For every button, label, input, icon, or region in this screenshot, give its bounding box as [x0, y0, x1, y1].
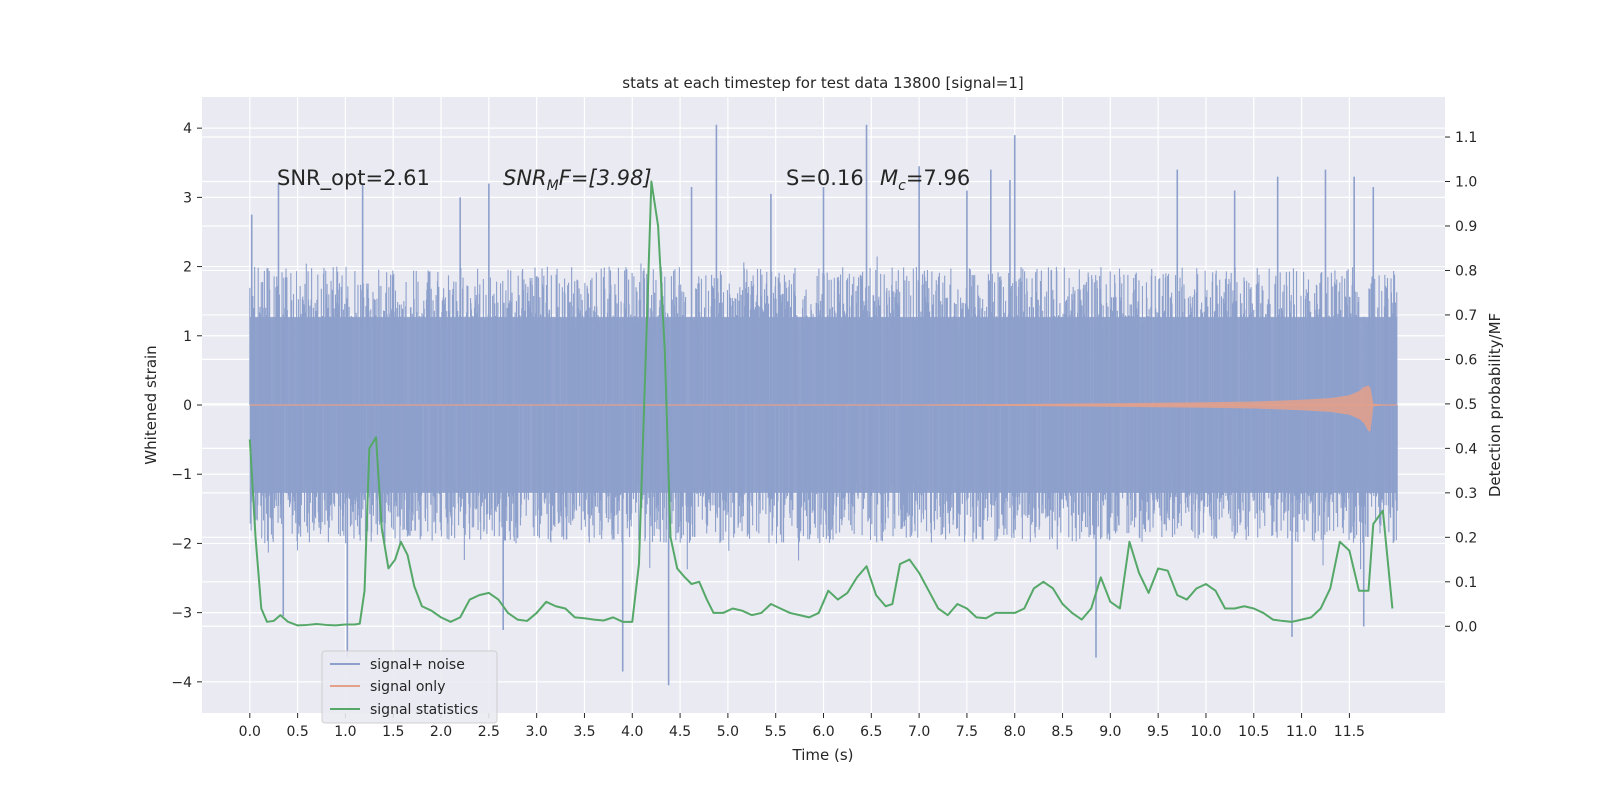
- right-tick-label: 0.9: [1455, 219, 1477, 235]
- left-tick-label: 2: [183, 260, 192, 276]
- x-tick-label: 6.0: [812, 724, 834, 740]
- annotation-snr-mf-sub: M: [547, 178, 559, 194]
- x-axis-ticks: 0.0 0.5 1.0 1.5 2.0 2.5 3.0 3.5 4.0 4.5 5.0 5.5 6.0 6…: [239, 713, 1365, 740]
- chart-title: stats at each timestep for test data 138…: [622, 74, 1023, 92]
- x-tick-label: 10.5: [1238, 724, 1269, 740]
- left-tick-label: 0: [183, 398, 192, 414]
- right-axis-label: Detection probability/MF: [1486, 313, 1504, 497]
- legend: signal+ noise signal only signal statist…: [321, 650, 498, 724]
- signal-noise-trace: [249, 256, 1398, 570]
- left-tick-label: −1: [171, 467, 192, 483]
- annotation-mc: Mc=7.96: [880, 166, 970, 194]
- right-tick-label: 0.7: [1455, 308, 1477, 324]
- x-tick-label: 5.5: [765, 724, 787, 740]
- right-tick-label: 0.0: [1455, 619, 1477, 635]
- right-tick-label: 1.1: [1455, 130, 1477, 146]
- right-axis-ticks: 1.1 1.0 0.9 0.8 0.7 0.6 0.5 0.4 0.3 0.2 0.1 0.0: [1445, 130, 1477, 635]
- x-tick-label: 1.5: [382, 724, 404, 740]
- left-tick-label: −2: [171, 536, 192, 552]
- annotation-mc-base: M: [880, 166, 898, 190]
- x-tick-label: 10.0: [1190, 724, 1221, 740]
- right-tick-label: 0.4: [1455, 441, 1477, 457]
- x-axis-label: Time (s): [792, 746, 854, 764]
- right-tick-label: 0.3: [1455, 486, 1477, 502]
- x-tick-label: 1.0: [334, 724, 356, 740]
- right-tick-label: 0.6: [1455, 352, 1477, 368]
- x-tick-label: 0.5: [286, 724, 308, 740]
- strain-layer: [249, 124, 1398, 686]
- x-tick-label: 7.5: [956, 724, 978, 740]
- legend-label-signal-only: signal only: [370, 679, 445, 695]
- x-tick-label: 8.0: [1004, 724, 1026, 740]
- x-tick-label: 0.0: [239, 724, 261, 740]
- right-tick-label: 0.2: [1455, 530, 1477, 546]
- legend-label-signal-noise: signal+ noise: [370, 657, 465, 673]
- x-tick-label: 6.5: [860, 724, 882, 740]
- left-tick-label: 3: [183, 190, 192, 206]
- annotation-snr-opt: SNR_opt=2.61: [277, 166, 430, 191]
- x-tick-label: 4.5: [669, 724, 691, 740]
- x-tick-label: 5.0: [717, 724, 739, 740]
- x-tick-label: 8.5: [1051, 724, 1073, 740]
- x-tick-label: 2.0: [430, 724, 452, 740]
- annotation-mc-rest: =7.96: [906, 166, 970, 190]
- x-tick-label: 11.0: [1286, 724, 1317, 740]
- left-tick-label: −4: [171, 675, 192, 691]
- x-tick-label: 9.5: [1147, 724, 1169, 740]
- x-tick-label: 7.0: [908, 724, 930, 740]
- stat-layer: [248, 180, 1394, 627]
- legend-label-signal-statistics: signal statistics: [370, 702, 478, 718]
- signal-noise-bursts: [250, 124, 1375, 686]
- right-tick-label: 0.8: [1455, 263, 1477, 279]
- right-tick-label: 0.5: [1455, 397, 1477, 413]
- x-tick-label: 11.5: [1334, 724, 1365, 740]
- x-tick-label: 2.5: [478, 724, 500, 740]
- left-tick-label: 4: [183, 121, 192, 137]
- left-tick-label: 1: [183, 329, 192, 345]
- annotation-snr-mf: SNRMF=[3.98]: [503, 166, 652, 194]
- annotation-snr-mf-base: SNR: [503, 166, 547, 190]
- annotation-mc-sub: c: [898, 178, 906, 194]
- x-tick-label: 3.0: [526, 724, 548, 740]
- right-tick-label: 0.1: [1455, 575, 1477, 591]
- left-axis-label: Whitened strain: [142, 345, 160, 464]
- x-tick-label: 9.0: [1099, 724, 1121, 740]
- annotation-snr-mf-rest: F=[3.98]: [559, 166, 652, 190]
- legend-box: [321, 650, 498, 724]
- left-tick-label: −3: [171, 606, 192, 622]
- left-axis-ticks: 4 3 2 1 0 −1 −2 −3 −4: [171, 121, 202, 691]
- x-tick-label: 4.0: [621, 724, 643, 740]
- signal-statistics-line: [248, 180, 1394, 627]
- annotation-s-value: S=0.16: [786, 166, 864, 190]
- right-tick-label: 1.0: [1455, 175, 1477, 191]
- x-tick-label: 3.5: [573, 724, 595, 740]
